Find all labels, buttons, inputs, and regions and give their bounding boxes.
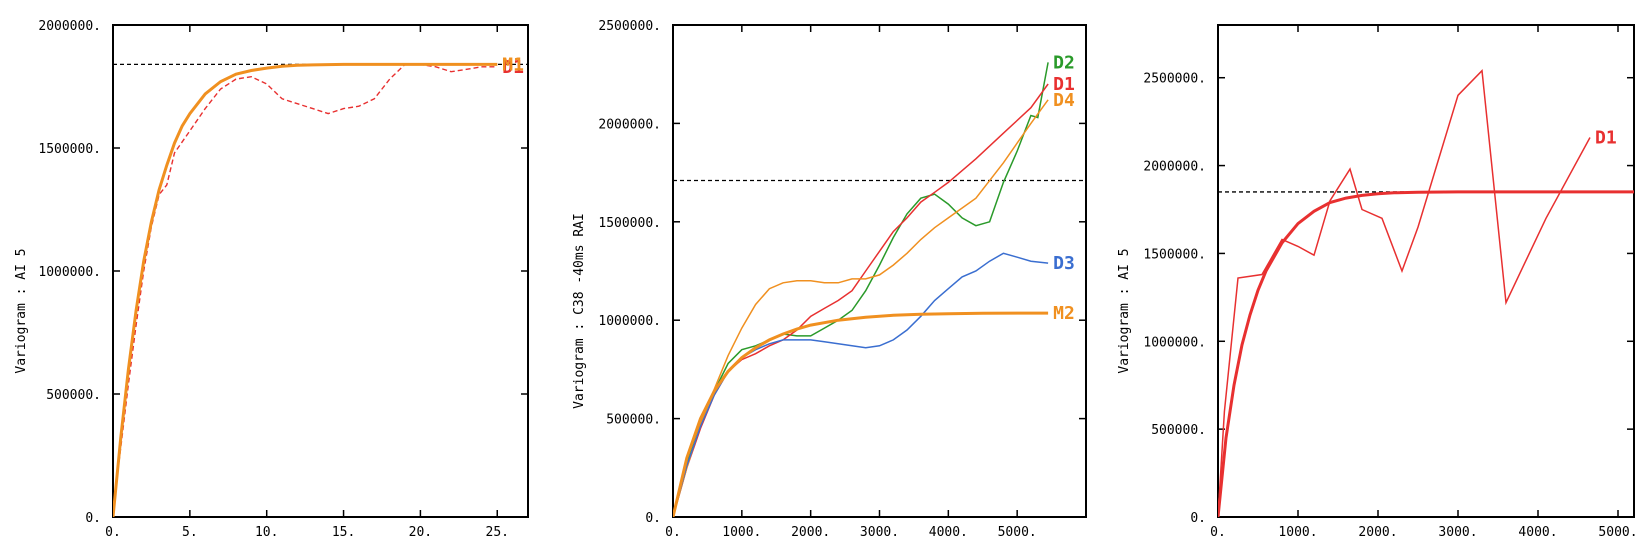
y-tick-label: 1000000. — [1143, 335, 1206, 350]
y-tick-label: 2000000. — [598, 117, 661, 132]
x-tick-label: 15. — [332, 525, 355, 540]
y-tick-label: 0. — [85, 511, 101, 526]
series-label-d1: D1 — [1053, 74, 1075, 95]
x-tick-label: 25. — [486, 525, 509, 540]
x-tick-label: 3000. — [1438, 525, 1477, 540]
y-tick-label: 2000000. — [38, 19, 101, 34]
y-tick-label: 500000. — [606, 413, 661, 428]
y-tick-label: 1500000. — [1143, 247, 1206, 262]
series-line-d1 — [673, 83, 1049, 517]
y-tick-label: 2500000. — [1143, 72, 1206, 87]
x-tick-label: 0. — [665, 525, 681, 540]
x-tick-label: 5000. — [998, 525, 1037, 540]
series-line-m — [1218, 190, 1634, 517]
y-axis-label: Variogram : AI 5 — [1117, 248, 1132, 373]
plot-frame — [112, 24, 529, 518]
x-tick-label: 5. — [182, 525, 198, 540]
y-tick-label: 2000000. — [1143, 160, 1206, 175]
series-line-d4 — [673, 99, 1049, 517]
x-tick-label: 1000. — [722, 525, 761, 540]
x-tick-label: 0. — [1210, 525, 1226, 540]
series-label-d3: D3 — [1053, 253, 1075, 274]
plot-area — [113, 62, 498, 517]
y-tick-label: 1500000. — [38, 142, 101, 157]
x-tick-label: 1000. — [1278, 525, 1317, 540]
series-label-d4: D4 — [1053, 90, 1075, 111]
series-label-d2: D2 — [1053, 52, 1075, 73]
y-tick-label: 2500000. — [598, 19, 661, 34]
x-tick-label: 4000. — [929, 525, 968, 540]
y-tick-label: 0. — [1190, 511, 1206, 526]
y-tick-label: 0. — [645, 511, 661, 526]
series-line-d3 — [673, 252, 1049, 517]
y-tick-label: 500000. — [1151, 423, 1206, 438]
series-line-m2 — [673, 311, 1049, 517]
y-axis-label: Variogram : C38 -40ms RAI — [572, 213, 587, 409]
series-line-m1 — [113, 62, 498, 517]
series-line-d1 — [1218, 69, 1591, 517]
plot-area — [673, 62, 1049, 517]
y-tick-label: 1000000. — [38, 265, 101, 280]
plot-frame — [1217, 24, 1635, 518]
x-tick-label: 3000. — [860, 525, 899, 540]
series-line-d2 — [673, 62, 1049, 517]
x-tick-label: 0. — [105, 525, 121, 540]
plot-frame — [672, 24, 1087, 518]
y-tick-label: 1500000. — [598, 216, 661, 231]
y-axis-label: Variogram : AI 5 — [14, 248, 29, 373]
x-tick-label: 10. — [255, 525, 278, 540]
plot-area — [1218, 69, 1634, 517]
series-label-m1: M1 — [502, 54, 524, 75]
series-label-m2: M2 — [1053, 303, 1075, 324]
x-tick-label: 2000. — [1358, 525, 1397, 540]
x-tick-label: 4000. — [1518, 525, 1557, 540]
x-tick-label: 5000. — [1598, 525, 1637, 540]
x-tick-label: 20. — [409, 525, 432, 540]
x-tick-label: 2000. — [791, 525, 830, 540]
chart-panel-2: 0. 1000. 2000. 3000. 4000. 5000. 0. 500000. 1000… — [572, 19, 1087, 540]
y-tick-label: 500000. — [46, 388, 101, 403]
series-label-d1: D1 — [502, 57, 524, 78]
y-tick-label: 1000000. — [598, 314, 661, 329]
series-line-d1 — [113, 63, 498, 510]
chart-panel-1: 0. 5. 10. 15. 20. 25. 0. 500000. 1000000. 1500000… — [14, 19, 529, 540]
chart-panel-3: 0. 1000. 2000. 3000. 4000. 5000. 0. 500000. 1000… — [1117, 24, 1638, 540]
series-label-d1: D1 — [1595, 127, 1617, 148]
